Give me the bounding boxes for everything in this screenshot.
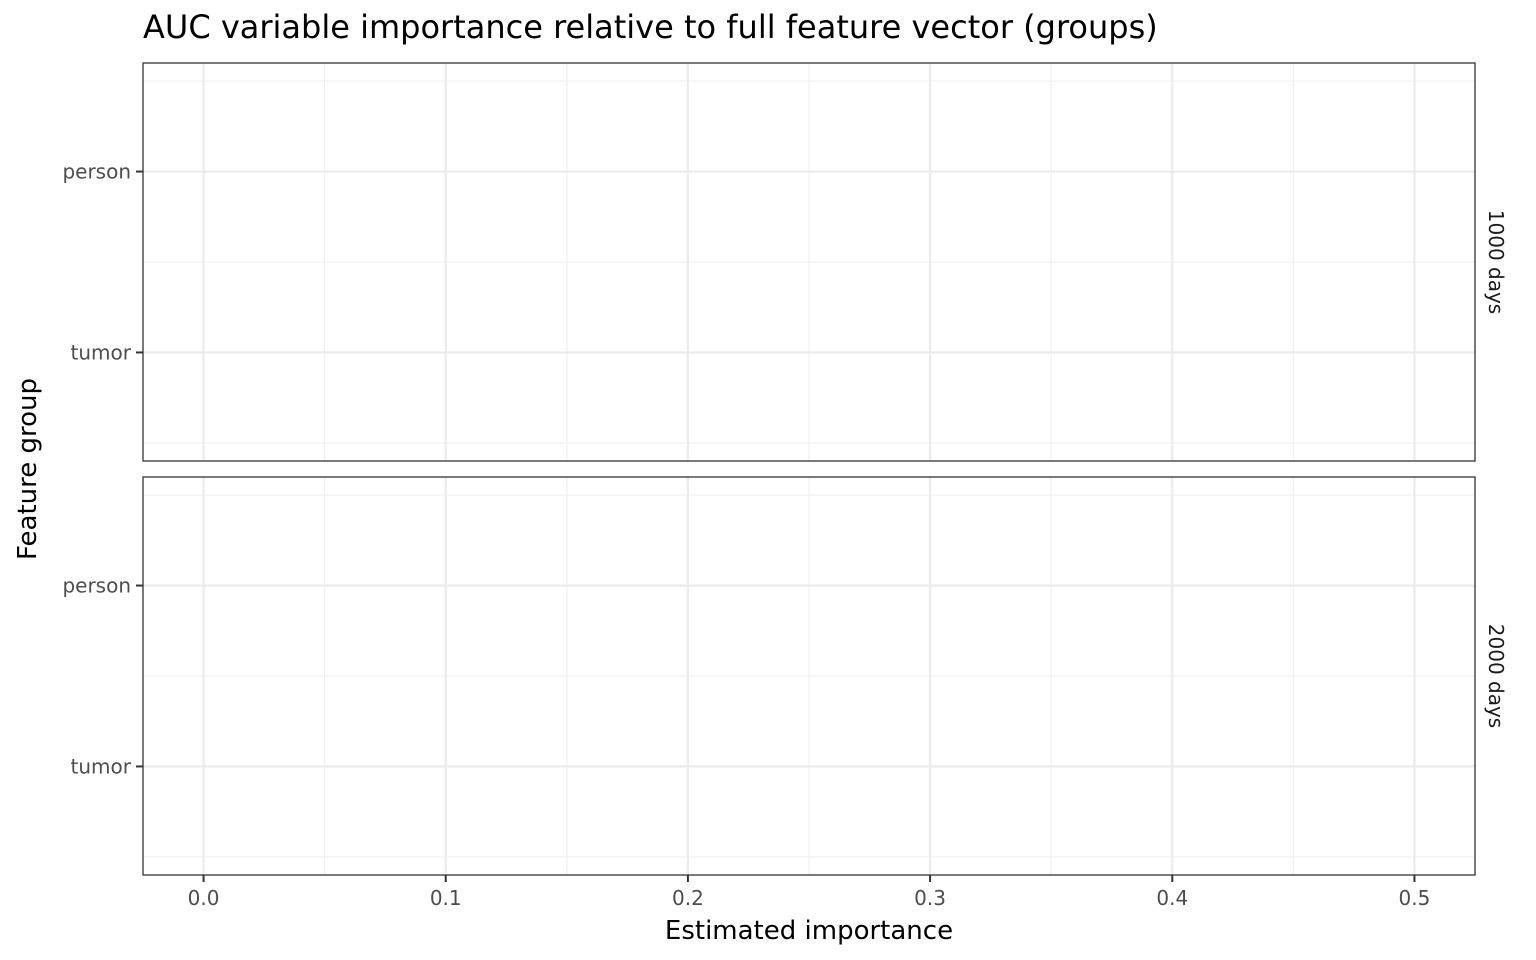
y-axis-title: Feature group xyxy=(13,378,43,560)
y-tick-label: person xyxy=(62,160,131,184)
y-tick-label: person xyxy=(62,574,131,598)
x-tick-label: 0.3 xyxy=(914,886,946,910)
facet-strip-label: 1000 days xyxy=(1484,210,1508,314)
panel-border xyxy=(142,62,1476,462)
y-tick-label: tumor xyxy=(71,340,132,364)
x-tick-label: 0.4 xyxy=(1156,886,1188,910)
chart-title: AUC variable importance relative to full… xyxy=(143,8,1158,46)
panel-border xyxy=(142,476,1476,876)
facet-strip-label: 2000 days xyxy=(1484,624,1508,728)
x-tick-label: 0.1 xyxy=(430,886,462,910)
x-tick-label: 0.0 xyxy=(188,886,220,910)
y-tick-label: tumor xyxy=(71,754,132,778)
x-tick-label: 0.5 xyxy=(1399,886,1431,910)
x-tick-label: 0.2 xyxy=(672,886,704,910)
x-axis-title: Estimated importance xyxy=(665,916,953,946)
